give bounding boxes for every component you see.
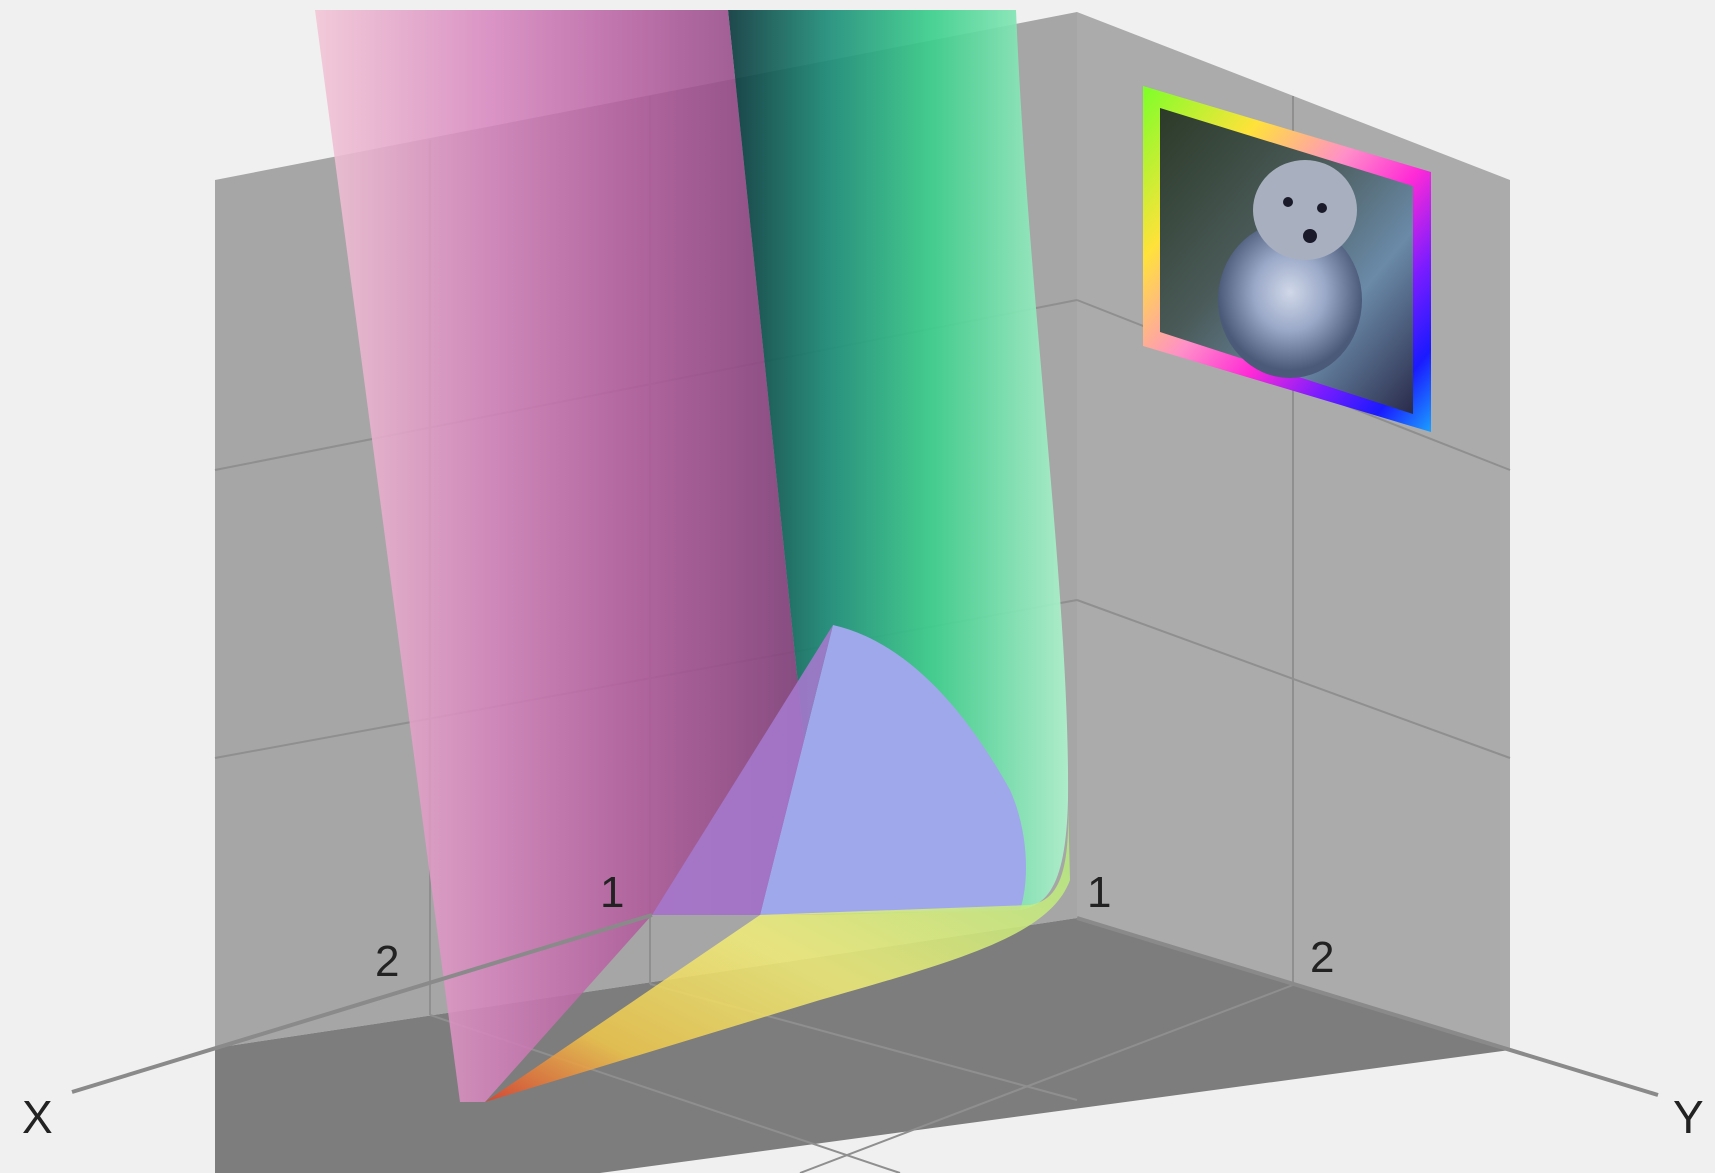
yellow-band	[485, 800, 1070, 1102]
lavender-patch	[760, 625, 1026, 915]
x-tick-1: 1	[600, 868, 624, 917]
dog-eye-right	[1317, 203, 1327, 213]
dog-eye-left	[1283, 197, 1293, 207]
y-tick-1: 1	[1087, 868, 1111, 917]
x-axis-line	[71, 913, 653, 1094]
inset-picture	[1143, 86, 1431, 432]
y-tick-2: 2	[1310, 933, 1334, 982]
lavender-side	[652, 625, 833, 915]
floor	[215, 918, 1510, 1173]
y-axis-label: Y	[1673, 1091, 1704, 1143]
dog-nose	[1303, 229, 1317, 243]
magenta-plane	[315, 10, 822, 1102]
x-axis-label: X	[22, 1091, 53, 1143]
y-axis-line	[1076, 916, 1659, 1097]
axis-lines	[71, 913, 1659, 1097]
dog-head	[1253, 160, 1357, 260]
dog-body	[1218, 222, 1362, 378]
x-tick-2: 2	[375, 937, 399, 986]
